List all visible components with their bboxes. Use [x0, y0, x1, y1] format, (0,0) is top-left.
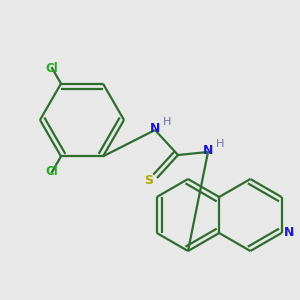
Text: H: H — [216, 139, 224, 149]
Text: Cl: Cl — [46, 166, 59, 178]
Text: S: S — [145, 175, 154, 188]
Text: H: H — [163, 117, 171, 127]
Text: N: N — [203, 143, 213, 157]
Text: N: N — [150, 122, 160, 134]
Text: N: N — [284, 226, 295, 239]
Text: Cl: Cl — [46, 61, 59, 74]
